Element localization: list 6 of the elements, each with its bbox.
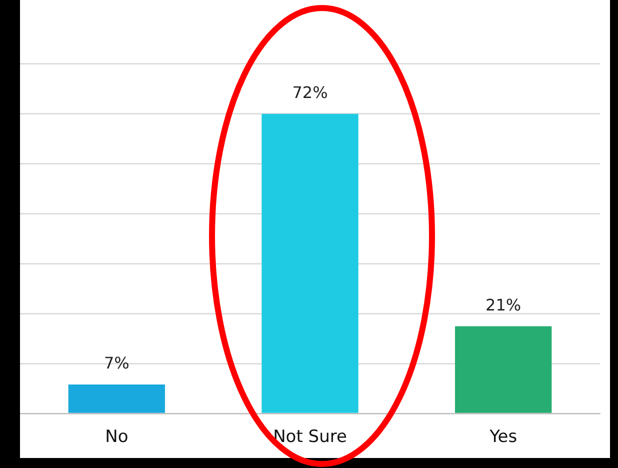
data-label: 72%	[292, 83, 328, 102]
data-label: 21%	[486, 295, 522, 314]
x-tick-label: Yes	[488, 427, 518, 448]
data-label: 7%	[104, 354, 130, 373]
x-tick-label: No	[105, 427, 128, 448]
x-tick-label: Not Sure	[273, 427, 347, 448]
